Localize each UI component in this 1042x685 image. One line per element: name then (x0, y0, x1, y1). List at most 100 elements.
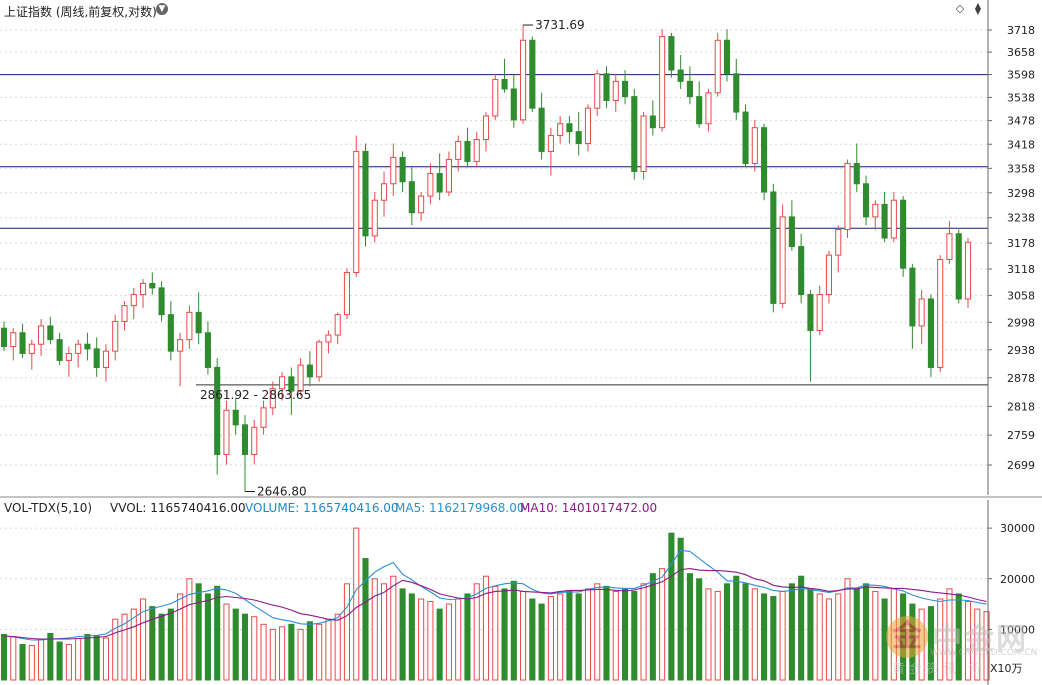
price-tick-label: 3118 (1007, 263, 1035, 276)
volume-bar (779, 590, 786, 681)
diamond-icon[interactable]: ◇ (955, 2, 965, 15)
volume-bar (390, 575, 397, 681)
volume-bar (158, 613, 165, 681)
candle-body (538, 107, 545, 152)
volume-bar (251, 616, 258, 681)
candle-body (232, 409, 239, 426)
candle-body (547, 135, 554, 152)
candle-body (520, 39, 527, 121)
volume-bar (696, 578, 703, 681)
candle-body (714, 39, 721, 94)
chevron-down-circle-icon[interactable]: ▼ (156, 3, 168, 15)
volume-bar (659, 568, 666, 681)
candle-body (770, 191, 777, 304)
volume-bar (75, 637, 82, 681)
volume-bar (334, 613, 341, 681)
candle-body (47, 325, 54, 341)
volume-bar (714, 590, 721, 681)
candle-body (408, 181, 415, 214)
volume-bar (927, 606, 934, 681)
volume-bar (121, 613, 128, 681)
volume-bar (380, 583, 388, 681)
volume-bar (983, 611, 990, 681)
volume-bar (594, 583, 601, 681)
candle-body (659, 36, 666, 129)
price-tick-label: 2878 (1007, 372, 1035, 385)
volume-bar (510, 580, 517, 681)
candle-body (751, 127, 758, 164)
candle-body (761, 127, 768, 193)
volume-bar (974, 608, 981, 681)
volume-bar (38, 639, 45, 681)
candle-body (139, 282, 147, 296)
volume-bar (566, 590, 573, 681)
candle-body (75, 343, 82, 354)
volume-bar (955, 593, 962, 681)
candle-body (455, 140, 462, 160)
volume-bar (232, 608, 239, 681)
price-axis: 3718 3658 3598 3538 3478 3418 3358 3298 3238 3178… (987, 0, 1035, 495)
volume-bar (56, 641, 63, 681)
candle-body (705, 92, 712, 125)
candle-body (186, 311, 193, 341)
watermark-logo: 金 (886, 616, 928, 658)
candle-body (362, 150, 369, 237)
candle-body (297, 364, 304, 392)
watermark: 金 中金网 WWW.CNGOLD.COM.CN 黄金资讯 新 (886, 612, 1037, 682)
volume-bar (686, 573, 693, 681)
volume-bar (640, 583, 647, 681)
volume-bar (538, 603, 545, 681)
candle-body (742, 111, 749, 164)
volume-bars (0, 527, 990, 681)
price-tick-label: 3238 (1007, 212, 1035, 225)
volume-bar (279, 626, 286, 681)
volume-bar (65, 644, 72, 681)
scrollbar-arrows-icon[interactable]: ▲ ▼ (974, 1, 982, 16)
candle-body (631, 96, 638, 173)
volume-bar (186, 578, 193, 681)
candle-body (371, 199, 378, 237)
volume-bar (835, 593, 842, 681)
candle-body (167, 314, 174, 352)
volume-bar (19, 644, 26, 681)
volume-bar (28, 645, 35, 681)
ma5-value: MA5: 1162179968.00 (395, 501, 525, 515)
candle-body (575, 131, 582, 144)
volume-bar (547, 595, 554, 681)
price-tick-label: 2818 (1007, 400, 1035, 413)
volume-bar (872, 590, 879, 681)
volume-bar (816, 593, 823, 681)
vvol-value: VVOL: 1165740416.00 (110, 501, 246, 515)
candle-body (102, 350, 110, 368)
candle-body (890, 199, 897, 239)
candle-body (380, 183, 388, 201)
candle-body (325, 334, 332, 343)
chart-header: 上证指数 (周线,前复权,对数) ▼ ◇ ▲ ▼ (0, 0, 990, 20)
volume-bar (149, 606, 156, 681)
volume-bar (807, 588, 814, 681)
volume-bar (130, 608, 137, 681)
volume-indicator-header: VOL-TDX(5,10) VVOL: 1165740416.00 VOLUME… (0, 500, 990, 518)
candle-body (177, 339, 184, 352)
candle-body (927, 298, 934, 368)
candle-body (28, 343, 35, 354)
candle-body (557, 123, 564, 137)
volume-bar (139, 598, 147, 681)
price-tick-label: 2938 (1007, 344, 1035, 357)
candle-body (612, 80, 619, 101)
volume-bar (853, 588, 860, 681)
volume-bar (844, 578, 851, 681)
ma10-line (3, 568, 987, 640)
price-tick-label: 3418 (1007, 138, 1035, 151)
candle-body (696, 96, 703, 125)
candle-body (677, 69, 684, 82)
volume-bar (455, 598, 462, 681)
volume-bar (649, 573, 656, 681)
volume-bar (751, 588, 758, 681)
volume-bar (362, 558, 369, 681)
candle-body (65, 352, 72, 361)
candle-body (668, 36, 675, 71)
volume-bar (492, 585, 499, 681)
volume-bar (825, 598, 833, 681)
candle-body (964, 241, 972, 300)
